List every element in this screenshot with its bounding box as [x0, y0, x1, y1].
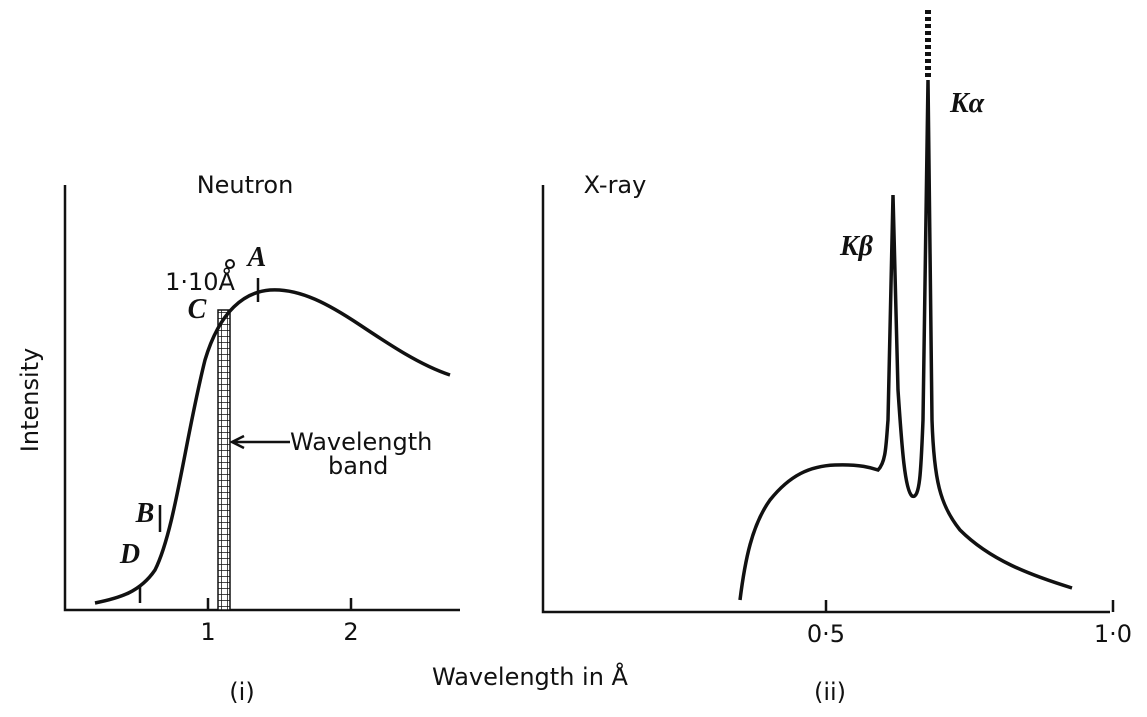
label: Wavelength — [290, 428, 432, 456]
tick-label: 2 — [343, 618, 358, 646]
axes — [63, 185, 460, 612]
panel-title: Neutron — [197, 171, 294, 199]
xray-curve — [738, 79, 1073, 601]
caption: (ii) — [814, 678, 846, 706]
marker — [225, 259, 235, 269]
tick-label: 0·5 — [807, 620, 845, 648]
tick-label: 1 — [200, 618, 215, 646]
wavelength-band — [217, 309, 231, 611]
label: B — [135, 498, 155, 529]
arrow — [229, 434, 290, 450]
x-label: Wavelength in Å — [432, 662, 629, 691]
label: 1·10Å — [165, 267, 235, 296]
axes — [541, 185, 1110, 614]
label: Kα — [949, 88, 985, 119]
curve-marks — [138, 278, 260, 603]
ticks — [824, 600, 1115, 612]
y-label: Intensity — [16, 348, 44, 452]
caption: (i) — [229, 678, 254, 706]
label: D — [119, 539, 140, 570]
panel-xray: 0·5 1·0 X-ray Kα Kβ (ii) — [541, 10, 1132, 706]
tick-label: 1·0 — [1094, 620, 1132, 648]
panel-neutron: 1 2 Neutron Intensity A 1·10Å C B D Wave… — [16, 171, 460, 706]
ticks — [206, 598, 353, 610]
label: C — [188, 294, 207, 325]
label: A — [246, 242, 267, 273]
panel-title: X-ray — [584, 171, 647, 199]
label: band — [328, 452, 388, 480]
label: Kβ — [839, 231, 874, 262]
neutron-curve — [94, 288, 451, 605]
